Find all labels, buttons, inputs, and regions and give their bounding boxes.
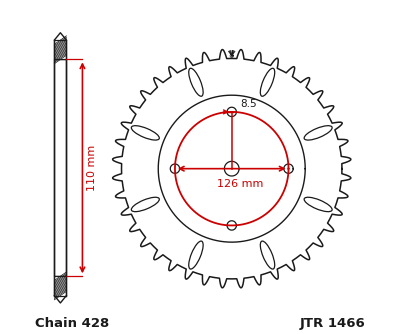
Text: 110 mm: 110 mm [87, 145, 97, 191]
Text: 8.5: 8.5 [240, 99, 257, 109]
Bar [54, 40, 66, 59]
Bar [54, 59, 66, 276]
Text: JTR 1466: JTR 1466 [300, 317, 365, 330]
Text: Chain 428: Chain 428 [35, 317, 109, 330]
Text: 126 mm: 126 mm [217, 179, 263, 189]
Bar [54, 276, 66, 296]
Bar [54, 40, 66, 59]
Bar [54, 276, 66, 296]
